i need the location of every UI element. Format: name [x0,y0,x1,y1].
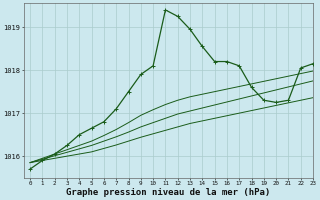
X-axis label: Graphe pression niveau de la mer (hPa): Graphe pression niveau de la mer (hPa) [66,188,271,197]
